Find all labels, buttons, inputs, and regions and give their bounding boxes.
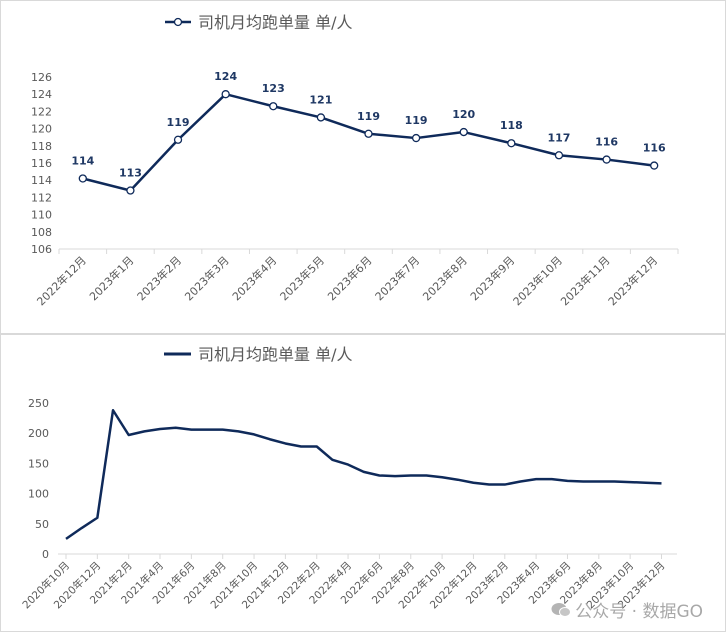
data-point xyxy=(602,155,611,164)
x-tick-label: 2023年10月 xyxy=(510,253,565,308)
y-tick-label: 114 xyxy=(31,174,52,187)
x-tick-label: 2023年11月 xyxy=(558,253,613,308)
y-axis: 0 50 100 150 200 250 xyxy=(28,397,49,561)
y-tick-label: 100 xyxy=(28,488,49,501)
y-tick-label: 0 xyxy=(42,548,49,561)
watermark: 公众号 · 数据GO xyxy=(551,597,703,622)
y-tick-label: 50 xyxy=(35,518,49,531)
data-label: 124 xyxy=(214,70,237,83)
y-tick-label: 110 xyxy=(31,209,52,222)
data-label: 121 xyxy=(309,93,332,106)
y-axis: 106 108 110 112 114 116 118 120 122 124 126 xyxy=(31,71,52,256)
data-label: 116 xyxy=(595,136,618,149)
y-tick-label: 120 xyxy=(31,123,52,136)
line-chart-2023: 司机月均跑单量 单/人 106 108 110 112 114 116 118 120 122 12… xyxy=(31,13,679,308)
chart-panel-2020-2023: 司机月均跑单量 单/人 0 50 100 150 200 250 2020年10月 2020年1… xyxy=(0,334,726,632)
x-tick-label: 2023年12月 xyxy=(605,253,660,308)
data-label: 119 xyxy=(167,116,190,129)
x-tick-label: 2023年6月 xyxy=(324,253,374,303)
legend: 司机月均跑单量 单/人 xyxy=(165,13,352,32)
data-point xyxy=(173,135,183,144)
x-tick-label: 2023年5月 xyxy=(277,253,327,303)
data-label: 114 xyxy=(71,154,94,167)
x-tick-label: 2022年12月 xyxy=(34,253,89,308)
legend-label: 司机月均跑单量 单/人 xyxy=(198,345,352,364)
data-label: 117 xyxy=(547,131,570,144)
data-point xyxy=(364,129,373,138)
data-label: 116 xyxy=(643,142,666,155)
wechat-icon xyxy=(551,602,572,618)
data-point xyxy=(316,113,326,122)
data-point xyxy=(221,90,230,99)
x-tick-label: 2023年2月 xyxy=(134,253,184,303)
x-tick-label: 2023年3月 xyxy=(182,253,232,303)
y-tick-label: 250 xyxy=(28,397,49,410)
x-tick-label: 2023年8月 xyxy=(420,253,470,303)
data-label: 123 xyxy=(262,82,285,95)
x-tick-label: 2023年7月 xyxy=(372,253,422,303)
y-tick-label: 126 xyxy=(31,71,52,84)
data-label: 113 xyxy=(119,167,142,180)
data-point xyxy=(411,133,421,143)
legend-label: 司机月均跑单量 单/人 xyxy=(198,13,352,32)
y-tick-label: 112 xyxy=(31,191,52,204)
x-tick-label: 2023年1月 xyxy=(86,253,136,303)
legend-marker-icon xyxy=(173,17,183,27)
data-point xyxy=(650,161,659,170)
line-chart-2020-2023: 司机月均跑单量 单/人0501001502002502020年10月2020年1… xyxy=(20,345,677,611)
data-point xyxy=(126,186,135,195)
data-point xyxy=(78,174,87,183)
y-tick-label: 108 xyxy=(31,226,52,239)
data-point xyxy=(554,151,564,160)
x-tick-label: 2023年4月 xyxy=(229,253,279,303)
y-tick-label: 122 xyxy=(31,105,52,118)
data-label: 118 xyxy=(500,119,523,132)
data-point xyxy=(269,102,278,111)
series-line xyxy=(65,408,662,540)
legend: 司机月均跑单量 单/人 xyxy=(164,345,352,364)
y-tick-label: 150 xyxy=(28,457,49,470)
y-tick-label: 124 xyxy=(31,88,52,101)
data-point xyxy=(507,139,516,148)
x-tick-label: 2023年9月 xyxy=(467,253,517,303)
y-tick-label: 106 xyxy=(31,243,52,256)
watermark-text: 公众号 · 数据GO xyxy=(575,602,703,622)
data-label: 119 xyxy=(357,110,380,123)
data-label: 120 xyxy=(452,108,475,121)
data-label: 119 xyxy=(405,114,428,127)
chart-panel-2023: 司机月均跑单量 单/人 106 108 110 112 114 116 118 120 122 12… xyxy=(0,0,726,334)
y-tick-label: 118 xyxy=(31,140,52,153)
y-tick-label: 200 xyxy=(28,427,49,440)
x-axis: 2022年12月2023年1月2023年2月2023年3月2023年4月2023… xyxy=(34,248,679,308)
data-point xyxy=(459,127,468,137)
y-tick-label: 116 xyxy=(31,157,52,170)
